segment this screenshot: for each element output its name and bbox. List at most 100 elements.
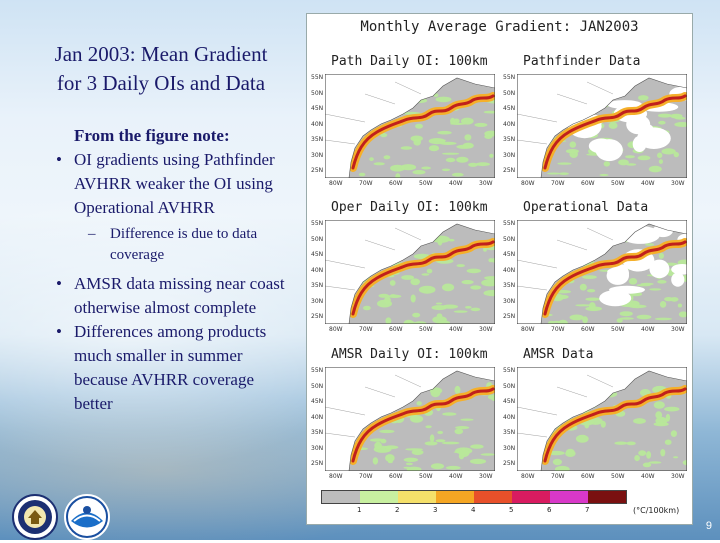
colorbar-unit: (°C/100km)	[633, 506, 680, 515]
panel-label: Pathfinder Data	[523, 54, 641, 69]
gradient-map	[517, 220, 687, 324]
longitude-tick: 70W	[359, 326, 373, 333]
colorbar	[321, 490, 627, 504]
colorbar-tick: 1	[357, 506, 362, 514]
slide-body: From the figure note: • OI gradients usi…	[54, 124, 294, 416]
latitude-tick: 35N	[503, 136, 516, 143]
gradient-map	[325, 74, 495, 178]
longitude-tick: 50W	[419, 473, 433, 480]
colorbar-tick: 3	[433, 506, 438, 514]
latitude-tick: 40N	[311, 266, 324, 274]
longitude-tick: 30W	[479, 180, 493, 187]
longitude-tick: 60W	[581, 180, 595, 187]
colorbar-segment	[588, 491, 626, 503]
colorbar-segment	[550, 491, 588, 503]
gradient-map	[325, 367, 495, 471]
latitude-tick: 25N	[503, 313, 516, 320]
bullet-glyph: •	[56, 322, 62, 341]
bullet-text: OI gradients using Pathfinder AVHRR weak…	[74, 150, 275, 217]
colorbar-tick: 7	[585, 506, 590, 514]
longitude-tick: 50W	[611, 473, 625, 480]
longitude-tick: 40W	[641, 326, 655, 333]
sub-bullet-item: – Difference is due to data coverage	[54, 224, 294, 266]
longitude-tick: 50W	[611, 180, 625, 187]
longitude-tick: 70W	[551, 326, 565, 333]
latitude-tick: 45N	[311, 251, 324, 258]
longitude-tick: 60W	[389, 473, 403, 480]
longitude-tick: 80W	[521, 180, 535, 187]
latitude-tick: 35N	[311, 429, 324, 436]
longitude-tick: 30W	[671, 180, 685, 187]
colorbar-tick: 2	[395, 506, 400, 514]
latitude-tick: 35N	[503, 282, 516, 289]
latitude-tick: 55N	[503, 367, 516, 374]
latitude-tick: 25N	[311, 460, 324, 467]
latitude-tick: 45N	[503, 398, 516, 405]
colorbar-segment	[360, 491, 398, 503]
gradient-map	[517, 367, 687, 471]
sub-bullet-glyph: –	[88, 226, 96, 242]
longitude-tick: 50W	[419, 180, 433, 187]
latitude-tick: 55N	[311, 220, 324, 227]
bullet-item: • AMSR data missing near coast otherwise…	[54, 272, 294, 320]
longitude-tick: 80W	[329, 326, 343, 333]
longitude-tick: 50W	[611, 326, 625, 333]
latitude-tick: 40N	[311, 413, 324, 421]
latitude-tick: 45N	[311, 105, 324, 112]
longitude-tick: 80W	[329, 180, 343, 187]
longitude-tick: 40W	[641, 180, 655, 187]
title-line-1: Jan 2003: Mean Gradient	[54, 42, 268, 66]
longitude-tick: 70W	[359, 180, 373, 187]
latitude-tick: 30N	[311, 444, 324, 452]
note-heading: From the figure note:	[74, 126, 230, 145]
latitude-tick: 40N	[503, 120, 516, 128]
panel-label: AMSR Data	[523, 347, 594, 362]
latitude-tick: 55N	[503, 220, 516, 227]
longitude-tick: 40W	[449, 326, 463, 333]
longitude-tick: 50W	[419, 326, 433, 333]
commerce-seal-icon	[18, 500, 52, 534]
latitude-tick: 50N	[503, 235, 516, 243]
colorbar-tick: 5	[509, 506, 514, 514]
longitude-tick: 60W	[581, 473, 595, 480]
longitude-tick: 30W	[671, 473, 685, 480]
bullet-item: • OI gradients using Pathfinder AVHRR we…	[54, 148, 294, 220]
latitude-tick: 25N	[311, 167, 324, 174]
longitude-tick: 80W	[521, 326, 535, 333]
latitude-tick: 50N	[311, 89, 324, 97]
latitude-tick: 50N	[503, 382, 516, 390]
panel-label: AMSR Daily OI: 100km	[331, 347, 488, 362]
latitude-tick: 50N	[503, 89, 516, 97]
gradient-map	[517, 74, 687, 178]
longitude-tick: 80W	[329, 473, 343, 480]
bullet-item: • Differences among products much smalle…	[54, 320, 294, 416]
longitude-tick: 30W	[479, 326, 493, 333]
latitude-tick: 25N	[503, 167, 516, 174]
colorbar-segment	[436, 491, 474, 503]
noaa-logo-icon	[66, 496, 108, 538]
latitude-tick: 45N	[503, 105, 516, 112]
longitude-tick: 70W	[551, 473, 565, 480]
panel-label: Path Daily OI: 100km	[331, 54, 488, 69]
latitude-tick: 45N	[311, 398, 324, 405]
colorbar-tick: 6	[547, 506, 552, 514]
latitude-tick: 40N	[503, 413, 516, 421]
latitude-tick: 45N	[503, 251, 516, 258]
longitude-tick: 40W	[641, 473, 655, 480]
colorbar-segment	[322, 491, 360, 503]
colorbar-segment	[398, 491, 436, 503]
latitude-tick: 55N	[311, 74, 324, 81]
latitude-tick: 35N	[311, 282, 324, 289]
bullet-glyph: •	[56, 150, 62, 169]
longitude-tick: 60W	[581, 326, 595, 333]
colorbar-segment	[512, 491, 550, 503]
bullet-text: Differences among products much smaller …	[74, 322, 267, 413]
latitude-tick: 40N	[311, 120, 324, 128]
commerce-seal-logo	[12, 494, 58, 540]
longitude-tick: 30W	[479, 473, 493, 480]
longitude-tick: 60W	[389, 180, 403, 187]
latitude-tick: 55N	[311, 367, 324, 374]
latitude-tick: 30N	[503, 297, 516, 305]
latitude-tick: 25N	[311, 313, 324, 320]
bullet-text: AMSR data missing near coast otherwise a…	[74, 274, 285, 317]
